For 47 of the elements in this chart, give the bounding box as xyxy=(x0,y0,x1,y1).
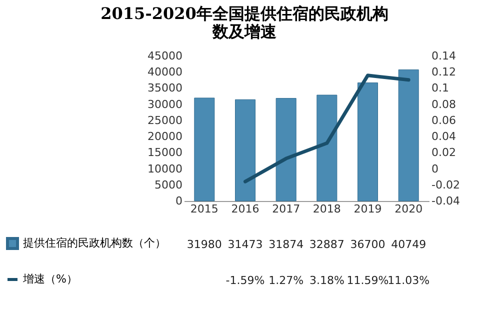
bar xyxy=(235,99,256,202)
x-tick-label: 2015 xyxy=(190,202,218,216)
y-tick-label: 5000 xyxy=(154,178,182,192)
y2-tick-label: 0.06 xyxy=(432,114,456,127)
y-tick-label: 25000 xyxy=(148,114,182,127)
data-label: 36700 xyxy=(350,238,386,251)
y-tick-label: 20000 xyxy=(148,130,182,144)
data-label: 1.27% xyxy=(268,274,304,287)
y2-tick-label: 0.02 xyxy=(432,146,456,160)
y2-tick-label: 0.08 xyxy=(432,98,456,111)
data-label: 3.18% xyxy=(309,274,344,287)
data-label: 40749 xyxy=(391,238,426,251)
y-tick-label: 10000 xyxy=(148,162,182,176)
y2-tick-label: -0.02 xyxy=(432,178,460,192)
bar xyxy=(398,69,419,202)
bar xyxy=(358,82,378,202)
data-label: 11.59% xyxy=(346,274,389,287)
data-label: 31874 xyxy=(268,238,304,251)
legend-label: 增速（%） xyxy=(22,272,78,286)
x-tick-label: 2018 xyxy=(312,202,341,216)
data-label: 31473 xyxy=(228,238,263,251)
y2-tick-label: 0.12 xyxy=(432,66,456,79)
x-tick-label: 2019 xyxy=(354,202,382,216)
y2-tick-label: 0.1 xyxy=(432,82,449,95)
bar xyxy=(316,94,338,202)
x-tick-label: 2020 xyxy=(394,202,423,216)
bar xyxy=(276,98,296,202)
legend-label: 提供住宿的民政机构数（个） xyxy=(23,236,166,250)
y2-tick-label: 0 xyxy=(432,162,438,176)
y-tick-label: 45000 xyxy=(148,50,182,62)
y-tick-label: 40000 xyxy=(148,66,182,79)
y2-tick-label: 0.04 xyxy=(432,130,456,144)
x-tick-label: 2017 xyxy=(272,202,300,216)
data-label: 32887 xyxy=(309,238,344,251)
y-tick-label: 0 xyxy=(176,194,182,208)
y-tick-label: 15000 xyxy=(148,146,182,160)
data-label: 31980 xyxy=(186,238,222,251)
x-tick-label: 2016 xyxy=(231,202,260,216)
chart-title: 2015-2020年全国提供住宿的民政机构数及增速 xyxy=(100,4,388,41)
y-tick-label: 30000 xyxy=(148,98,182,111)
y-tick-label: 35000 xyxy=(148,82,182,95)
bar xyxy=(194,98,215,202)
line-series xyxy=(244,74,410,184)
data-label: 11.03% xyxy=(388,274,430,287)
data-label: -1.59% xyxy=(226,274,265,287)
y2-tick-label: -0.04 xyxy=(432,194,460,208)
y2-tick-label: 0.14 xyxy=(432,50,456,62)
